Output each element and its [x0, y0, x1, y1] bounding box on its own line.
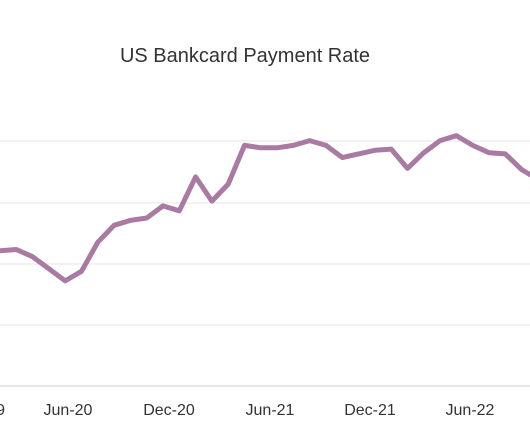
- grid-lines: [0, 140, 530, 326]
- series-line: [0, 133, 530, 284]
- x-tick-label: Jun-22: [446, 402, 495, 419]
- x-tick-label: Jun-21: [246, 402, 295, 419]
- chart-title: US Bankcard Payment Rate: [120, 45, 370, 67]
- series-layer: [0, 133, 530, 284]
- x-tick-label: Dec-20: [143, 402, 195, 419]
- x-axis: 9 Jun-20 Dec-20 Jun-21 Dec-21 Jun-22: [0, 385, 530, 419]
- x-tick-label: Dec-21: [344, 402, 396, 419]
- x-tick-label-partial: 9: [0, 402, 5, 419]
- x-tick-label: Jun-20: [44, 402, 93, 419]
